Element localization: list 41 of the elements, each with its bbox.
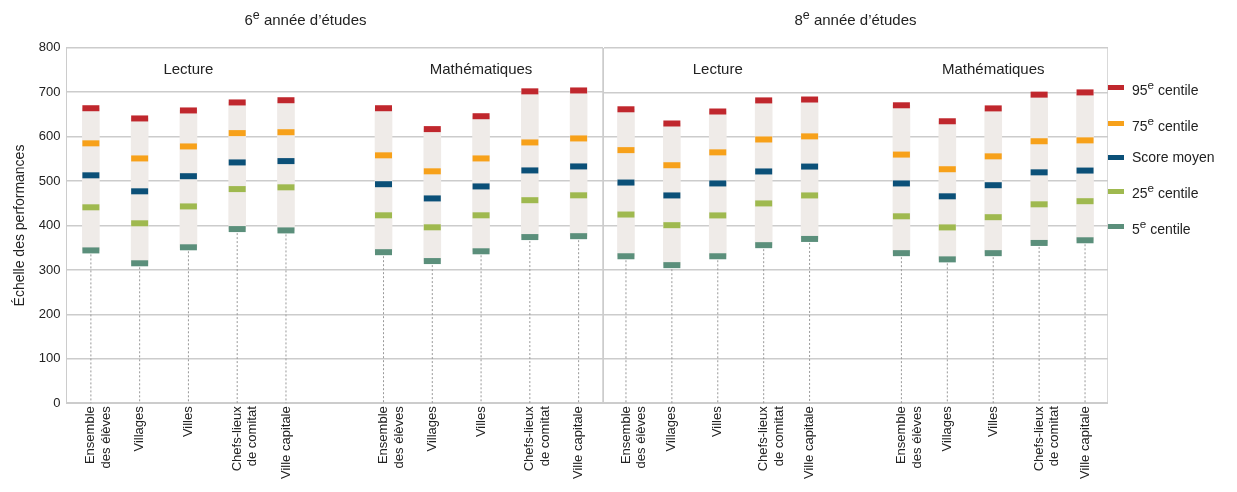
annotation: Lecture <box>692 60 743 77</box>
legend-label: 5$^{e}$ centile <box>1132 216 1191 237</box>
x-tick-label: Villages <box>663 405 679 452</box>
x-tick-label: Ensemble des élèves <box>375 405 406 469</box>
x-tick-label: Ville capitale <box>1076 406 1092 480</box>
x-tick-label: Chefs-lieux de comitat <box>228 405 260 472</box>
y-tick-label: 400 <box>38 217 61 233</box>
chart-title: 6$^{e}$ année d’études <box>243 8 368 30</box>
legend-label: Score moyen <box>1132 149 1215 166</box>
x-tick-label: Ville capitale <box>801 406 817 480</box>
x-tick-label: Villes <box>984 405 1000 438</box>
x-tick-label: Ensemble des élèves <box>82 405 114 469</box>
y-tick-label: 800 <box>38 39 61 55</box>
x-tick-label: Villes <box>180 405 195 438</box>
x-tick-label: Villages <box>131 405 147 452</box>
y-tick-label: 500 <box>38 172 61 188</box>
legend-label: 25$^{e}$ centile <box>1132 181 1199 201</box>
x-tick-label: Ville capitale <box>277 406 293 480</box>
annotation: Lecture <box>163 59 214 77</box>
chart-title: 8$^{e}$ année d’études <box>793 8 918 30</box>
x-tick-label: Villes <box>472 405 488 438</box>
x-tick-label: Villages <box>938 405 954 452</box>
x-tick-label: Ville capitale <box>570 406 586 480</box>
y-tick-label: 600 <box>38 128 61 144</box>
x-tick-label: Chefs-lieux de comitat <box>755 405 786 472</box>
annotation: Mathématiques <box>429 59 533 77</box>
y-tick-label: 100 <box>38 350 61 366</box>
x-tick-label: Ensemble des élèves <box>892 405 924 469</box>
legend-label: 75$^{e}$ centile <box>1132 113 1199 134</box>
legend-label: 95$^{e}$ centile <box>1132 78 1199 98</box>
y-tick-label: 300 <box>38 261 61 277</box>
x-tick-label: Chefs-lieux de comitat <box>1030 405 1062 472</box>
y-tick-label: 200 <box>38 305 61 321</box>
x-tick-label: Ensemble des élèves <box>617 405 649 469</box>
x-tick-label: Villes <box>709 405 725 438</box>
y-tick-label: 0 <box>53 394 61 410</box>
y-tick-label: 700 <box>38 83 61 99</box>
x-tick-label: Chefs-lieux de comitat <box>521 405 553 472</box>
y-axis-title: Échelle des performances <box>11 144 28 307</box>
x-tick-label: Villages <box>423 405 439 452</box>
annotation: Mathématiques <box>941 60 1045 77</box>
